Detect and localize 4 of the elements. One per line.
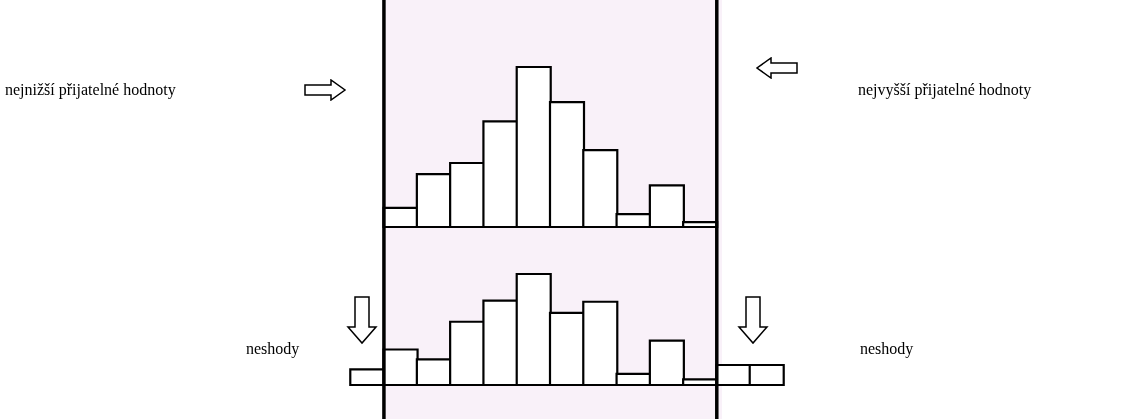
text: nejnižší přijatelné hodnoty <box>5 81 176 99</box>
text: neshody <box>860 340 914 358</box>
text: nejvyšší přijatelné hodnoty <box>858 81 1032 99</box>
text: neshody <box>246 340 300 358</box>
